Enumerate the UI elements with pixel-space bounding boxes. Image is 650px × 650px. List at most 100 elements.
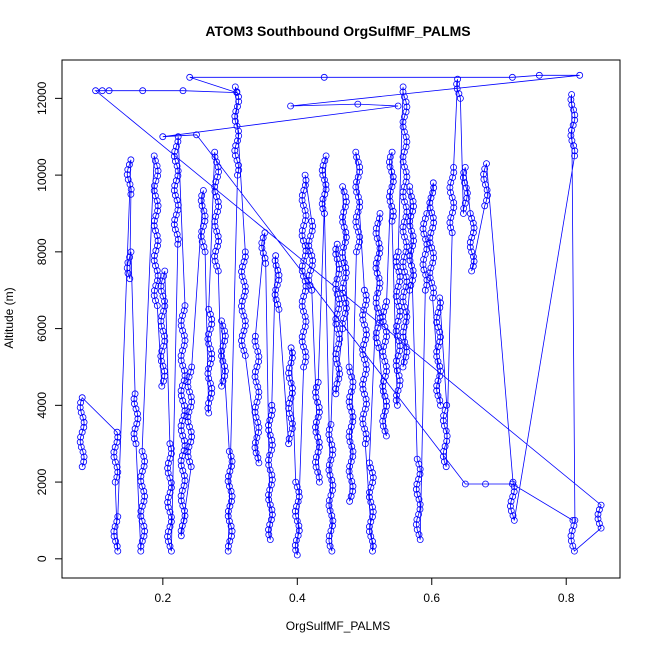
data-point [302,353,310,361]
data-point [214,198,222,206]
data-point [315,473,323,481]
data-point [359,420,367,428]
data-point [158,277,166,285]
data-point [312,458,319,466]
data-point [571,111,579,119]
data-point [138,482,146,490]
data-point [408,262,415,270]
data-point [224,507,232,515]
data-point [428,209,436,217]
data-point [177,492,185,500]
data-point [597,501,605,509]
data-point [221,332,229,340]
data-point [184,383,192,391]
data-point [154,207,162,215]
data-point [251,403,259,411]
data-point [265,526,272,534]
data-point [79,413,87,421]
data-point [314,378,322,386]
data-point [393,288,401,295]
data-point [301,313,309,320]
data-point [434,323,442,331]
data-point [184,413,192,421]
data-point [301,181,309,189]
data-point [347,423,355,431]
data-point [161,372,169,380]
data-point [347,388,355,396]
data-point [362,291,370,299]
data-point [327,421,335,428]
data-point [221,327,228,335]
data-point [352,213,360,221]
data-point [437,299,444,307]
data-point [314,413,322,421]
data-point [251,332,259,340]
data-point [214,232,222,240]
data-point [413,480,421,488]
data-point [388,217,396,225]
data-point [342,233,350,241]
data-point [394,248,402,256]
data-point [348,477,356,485]
data-point [367,464,375,472]
data-point [177,317,185,325]
data-point [450,204,458,212]
data-point [166,523,174,531]
data-point [265,531,273,539]
data-point [346,497,354,505]
data-point [446,219,454,227]
data-point [275,271,283,279]
data-point [224,542,232,550]
data-point [412,521,420,528]
data-point [261,229,269,237]
data-point [399,223,407,231]
data-point [356,238,363,246]
data-point [288,389,296,397]
data-point [434,357,442,365]
data-point [305,237,313,245]
data-point [392,362,400,370]
data-point [594,510,602,518]
data-point [349,482,357,490]
data-point [205,340,213,348]
data-point [326,471,334,479]
data-point [80,458,88,466]
data-point [157,357,165,365]
data-point [174,235,182,243]
data-point [419,261,427,269]
data-point [470,224,478,232]
data-point [266,466,274,474]
data-point [410,202,418,210]
data-point [114,468,122,476]
data-point [137,507,145,515]
data-point [383,402,391,410]
data-point [349,378,357,386]
data-point [251,439,259,447]
data-point [372,264,380,272]
data-point [181,442,189,450]
data-point [436,372,444,380]
data-point [402,108,410,116]
data-point [198,238,206,246]
data-point [461,199,469,207]
data-point [375,239,383,247]
data-point [266,451,274,459]
data-point [314,468,322,476]
data-point [459,210,467,217]
data-point [594,515,602,523]
data-point [212,178,220,186]
data-point [380,308,388,316]
data-point [346,428,354,436]
data-point [178,522,186,530]
data-point [372,294,380,302]
data-point [375,274,383,282]
data-point [184,453,192,461]
data-point [302,318,310,325]
data-point [110,532,118,540]
data-point [333,310,341,318]
data-point [335,305,343,313]
data-point [238,342,246,350]
data-point [180,402,188,410]
data-point [188,398,196,406]
data-point [130,435,138,443]
